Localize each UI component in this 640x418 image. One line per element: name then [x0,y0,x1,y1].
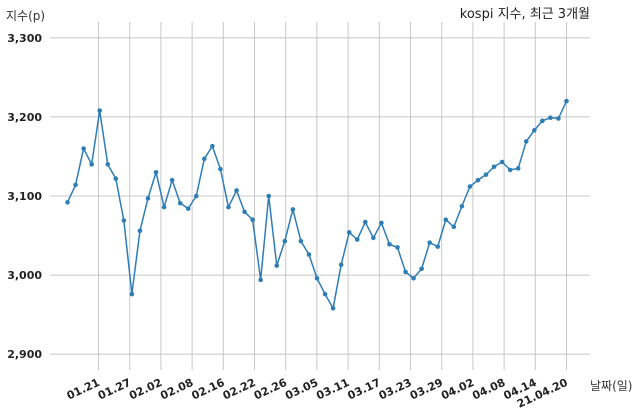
data-point [266,193,272,199]
data-point [379,220,384,226]
data-point [161,204,167,210]
data-point [226,204,231,210]
x-tick-label: 02.16 [190,376,227,403]
data-point [532,128,537,133]
data-point [218,166,223,172]
data-point [298,238,304,244]
data-point [113,176,119,181]
data-point [556,116,561,121]
data-point [387,241,392,247]
data-point [483,172,489,177]
data-point [435,244,441,249]
data-point [81,146,86,151]
data-point [258,277,263,283]
x-tick-label: 03.05 [283,376,320,402]
data-point [548,115,553,120]
data-point [210,143,215,149]
data-point [451,224,457,230]
data-point [202,156,207,162]
x-tick-label: 04.02 [439,376,476,402]
chart-title: kospi 지수, 최근 3개월 [460,7,590,22]
data-point [250,217,255,223]
data-point [395,245,400,250]
data-point [282,238,288,244]
x-axis-label: 날짜(일) [590,379,632,393]
y-tick-label: 3,300 [7,32,42,45]
data-point [346,230,352,235]
y-tick-labels: 2,900 3,000 3,100 3,200 3,300 [7,32,42,361]
series-group [65,98,569,311]
data-point [73,182,78,188]
data-point [105,162,111,167]
y-tick-label: 3,100 [7,190,42,203]
y-tick-label: 3,000 [7,269,42,282]
data-point [145,196,151,201]
data-point [121,218,127,223]
x-tick-label: 04.08 [470,376,507,402]
data-point [193,193,199,199]
data-point [475,177,481,183]
x-tick-label: 02.02 [127,376,164,402]
data-point [242,209,247,215]
data-point [491,164,497,170]
x-tick-label: 01.21 [65,376,102,402]
data-point [338,262,344,268]
data-point [185,206,191,211]
y-axis-label: 지수(p) [6,9,45,23]
data-point [371,235,376,241]
data-point [362,219,368,225]
data-point [137,228,143,234]
data-point [467,184,473,189]
data-point [306,252,312,257]
x-tick-labels: 01.2101.2702.0202.0802.1602.2202.2603.05… [65,376,570,411]
data-point [169,177,175,183]
x-tick-label: 02.22 [221,376,258,402]
data-point [459,203,465,209]
data-point [322,291,328,297]
data-point [507,167,513,173]
data-point [515,166,521,171]
y-tick-label: 3,200 [7,111,42,124]
x-tick-label: 02.26 [252,376,289,403]
data-point [129,291,135,297]
data-point [499,159,505,165]
data-point [443,217,449,223]
data-point [274,263,280,268]
x-tick-label: 01.27 [96,376,133,402]
y-tick-label: 2,900 [7,348,42,361]
grid-lines [50,22,590,370]
data-point [234,188,239,193]
data-point [330,306,336,311]
data-point [177,200,183,206]
x-tick-label: 03.11 [314,376,351,402]
data-point [89,162,94,167]
data-point [411,275,416,281]
data-point [314,275,320,281]
data-point [403,269,408,275]
data-point [427,240,432,245]
x-tick-label: 03.23 [377,376,414,402]
data-point [97,108,102,113]
data-point [523,139,529,144]
data-point [419,266,424,272]
x-tick-label: 03.29 [408,376,445,402]
x-tick-label: 02.08 [158,376,195,402]
data-point [65,200,70,205]
data-point [153,169,159,175]
data-point [354,237,360,242]
x-tick-label: 03.17 [346,376,383,402]
data-point [564,98,569,104]
data-point [540,118,545,124]
data-point [290,207,296,212]
